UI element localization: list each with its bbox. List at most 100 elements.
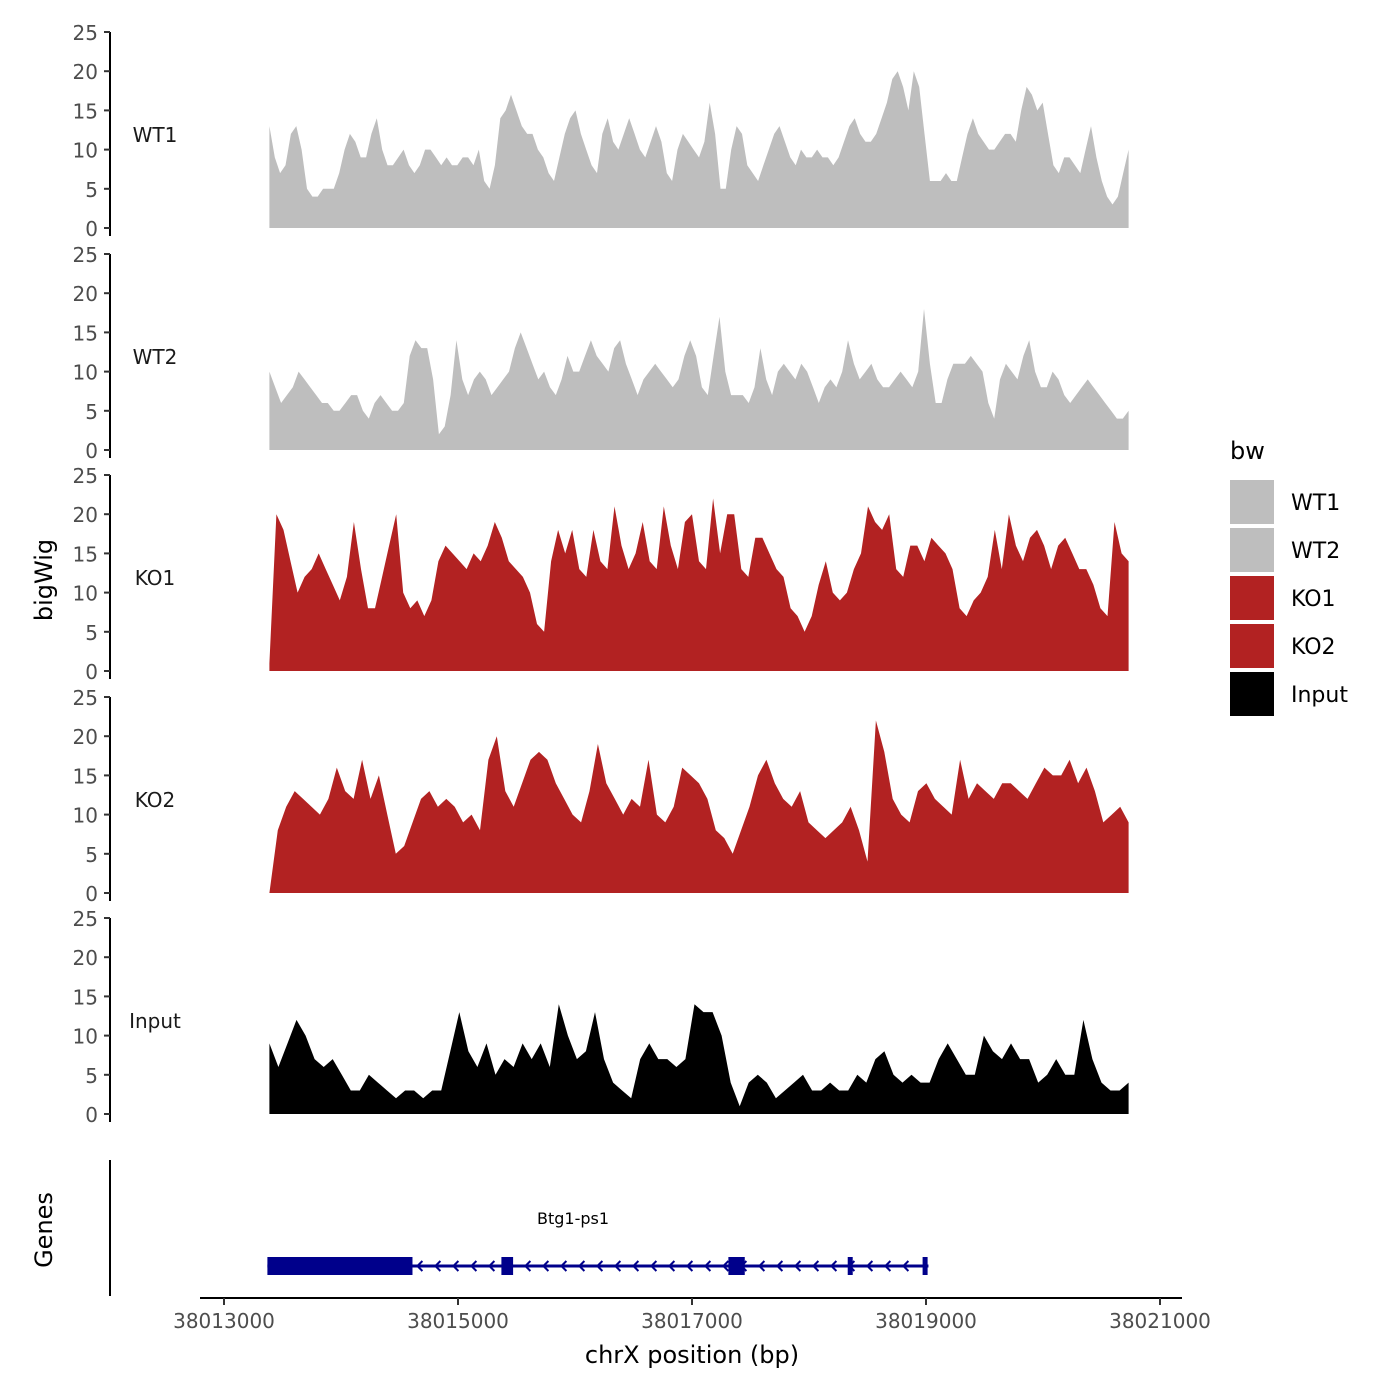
y-tick-label: 15 (73, 985, 98, 1009)
gene-exon (501, 1257, 514, 1275)
genes-track: Btg1-ps1 (109, 1160, 929, 1296)
legend-label: KO2 (1291, 635, 1336, 660)
track-name-label: WT2 (133, 345, 178, 369)
strand-arrow (811, 1260, 820, 1272)
strand-arrow (649, 1260, 658, 1272)
legend-title: bw (1230, 437, 1265, 465)
y-tick-label: 0 (85, 1103, 98, 1127)
strand-arrow (793, 1260, 802, 1272)
strand-arrow (433, 1260, 442, 1272)
y-axis-label: bigWig (30, 539, 58, 621)
strand-arrow (865, 1260, 874, 1272)
x-axis: 38013000 38015000 38017000 38019000 38021000 (173, 1297, 1211, 1333)
strand-arrow (829, 1260, 838, 1272)
y-tick-label: 0 (85, 882, 98, 906)
y-tick-label: 10 (73, 361, 98, 385)
x-tick-label: 38013000 (173, 1309, 275, 1333)
strand-arrow (415, 1260, 424, 1272)
strand-arrow (523, 1260, 532, 1272)
track-name-label: WT1 (133, 123, 178, 147)
strand-arrow (469, 1260, 478, 1272)
tracks-group: 0510152025WT10510152025WT20510152025KO10… (73, 21, 1129, 1127)
strand-arrow (757, 1260, 766, 1272)
x-tick-label: 38019000 (875, 1309, 977, 1333)
gene-exon (728, 1257, 745, 1275)
strand-arrow (775, 1260, 784, 1272)
strand-arrow (685, 1260, 694, 1272)
y-tick-label: 10 (73, 139, 98, 163)
legend-entry-ko1: KO1 (1230, 576, 1336, 620)
y-tick-label: 20 (73, 503, 98, 527)
track-name-label: KO2 (135, 788, 176, 812)
strand-arrow (631, 1260, 640, 1272)
genes-track-label: Genes (30, 1192, 58, 1268)
gene-name-label: Btg1-ps1 (537, 1209, 609, 1228)
y-tick-label: 10 (73, 1025, 98, 1049)
x-tick-label: 38017000 (641, 1309, 743, 1333)
gene-exon (267, 1257, 413, 1275)
legend-label: Input (1291, 683, 1348, 708)
y-tick-label: 20 (73, 60, 98, 84)
legend: WT1 WT2 KO1 KO2 Input (1230, 480, 1348, 716)
y-tick-label: 5 (85, 400, 98, 424)
x-axis-label: chrX position (bp) (585, 1341, 799, 1369)
y-tick-label: 0 (85, 660, 98, 684)
strand-arrow (487, 1260, 496, 1272)
y-tick-label: 5 (85, 1064, 98, 1088)
legend-swatch (1230, 576, 1274, 620)
strand-arrow (703, 1260, 712, 1272)
strand-arrow (667, 1260, 676, 1272)
strand-arrow (883, 1260, 892, 1272)
legend-label: KO1 (1291, 587, 1336, 612)
legend-swatch (1230, 624, 1274, 668)
legend-entry-wt1: WT1 (1230, 480, 1340, 524)
track-name-label: Input (129, 1009, 181, 1033)
y-tick-label: 20 (73, 282, 98, 306)
y-tick-label: 25 (73, 464, 98, 488)
y-tick-label: 15 (73, 99, 98, 123)
y-tick-label: 25 (73, 21, 98, 45)
track-input: 0 5 10 15 20 25 Input (73, 907, 1129, 1127)
legend-swatch (1230, 672, 1274, 716)
y-tick-label: 0 (85, 439, 98, 463)
strand-arrow (595, 1260, 604, 1272)
y-tick-label: 25 (73, 243, 98, 267)
strand-arrow (577, 1260, 586, 1272)
y-tick-label: 0 (85, 217, 98, 241)
strand-arrow (451, 1260, 460, 1272)
gene-exon-small (922, 1257, 928, 1275)
area-ko2 (269, 720, 1129, 893)
strand-arrow (901, 1260, 910, 1272)
gene-exon-small (847, 1257, 853, 1275)
legend-label: WT2 (1291, 539, 1340, 564)
track-wt1: 0 5 10 15 20 25 WT1 (73, 21, 1129, 241)
area-ko1 (269, 498, 1129, 671)
y-tick-label: 5 (85, 178, 98, 202)
track-ko1: 0 5 10 15 20 25 KO1 (73, 464, 1129, 684)
track-wt2: 0 5 10 15 20 25 WT2 (73, 243, 1129, 463)
y-tick-label: 15 (73, 764, 98, 788)
track-ko2: 0 5 10 15 20 25 KO2 (73, 686, 1129, 906)
area-input (269, 1004, 1129, 1114)
strand-arrow (613, 1260, 622, 1272)
legend-swatch (1230, 528, 1274, 572)
y-tick-label: 25 (73, 907, 98, 931)
area-wt1 (269, 71, 1129, 228)
y-tick-label: 10 (73, 582, 98, 606)
y-tick-label: 5 (85, 621, 98, 645)
y-tick-label: 25 (73, 686, 98, 710)
x-tick-label: 38021000 (1109, 1309, 1211, 1333)
strand-arrow (559, 1260, 568, 1272)
y-tick-label: 15 (73, 321, 98, 345)
legend-entry-ko2: KO2 (1230, 624, 1336, 668)
legend-entry-wt2: WT2 (1230, 528, 1340, 572)
strand-arrow (721, 1260, 730, 1272)
y-tick-label: 15 (73, 542, 98, 566)
x-tick-label: 38015000 (407, 1309, 509, 1333)
area-wt2 (269, 308, 1129, 450)
y-tick-label: 20 (73, 725, 98, 749)
track-name-label: KO1 (135, 566, 176, 590)
y-tick-label: 10 (73, 804, 98, 828)
legend-entry-input: Input (1230, 672, 1348, 716)
